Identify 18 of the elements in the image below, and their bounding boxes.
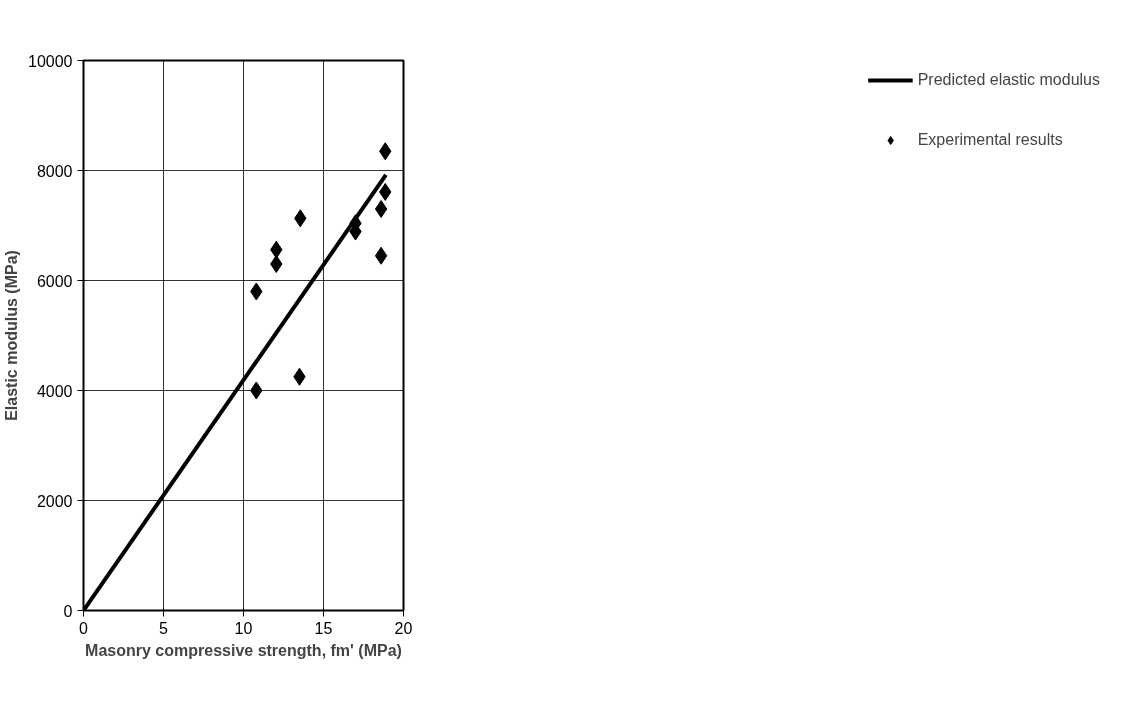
x-tick-label: 15	[314, 619, 333, 637]
x-tick-label: 5	[159, 619, 169, 637]
x-axis-title: Masonry compressive strength, fm' (MPa)	[85, 641, 402, 659]
y-axis-title: Elastic modulus (MPa)	[3, 250, 21, 421]
legend-label: Predicted elastic modulus	[917, 71, 1100, 89]
y-tick-label: 8000	[36, 162, 73, 180]
point	[374, 200, 388, 218]
y-tick-label: 0	[63, 602, 73, 620]
y-tick-label: 6000	[36, 272, 73, 290]
x-tick-label: 10	[234, 619, 253, 637]
y-tick-label: 4000	[36, 382, 73, 400]
point	[270, 255, 283, 273]
legend-label: Experimental results	[917, 131, 1063, 149]
y-tick-label: 10000	[28, 52, 73, 70]
x-tick-label: 0	[79, 619, 89, 637]
x-tick-label: 20	[394, 619, 413, 637]
point	[374, 246, 388, 265]
y-tick-label: 2000	[36, 492, 73, 510]
